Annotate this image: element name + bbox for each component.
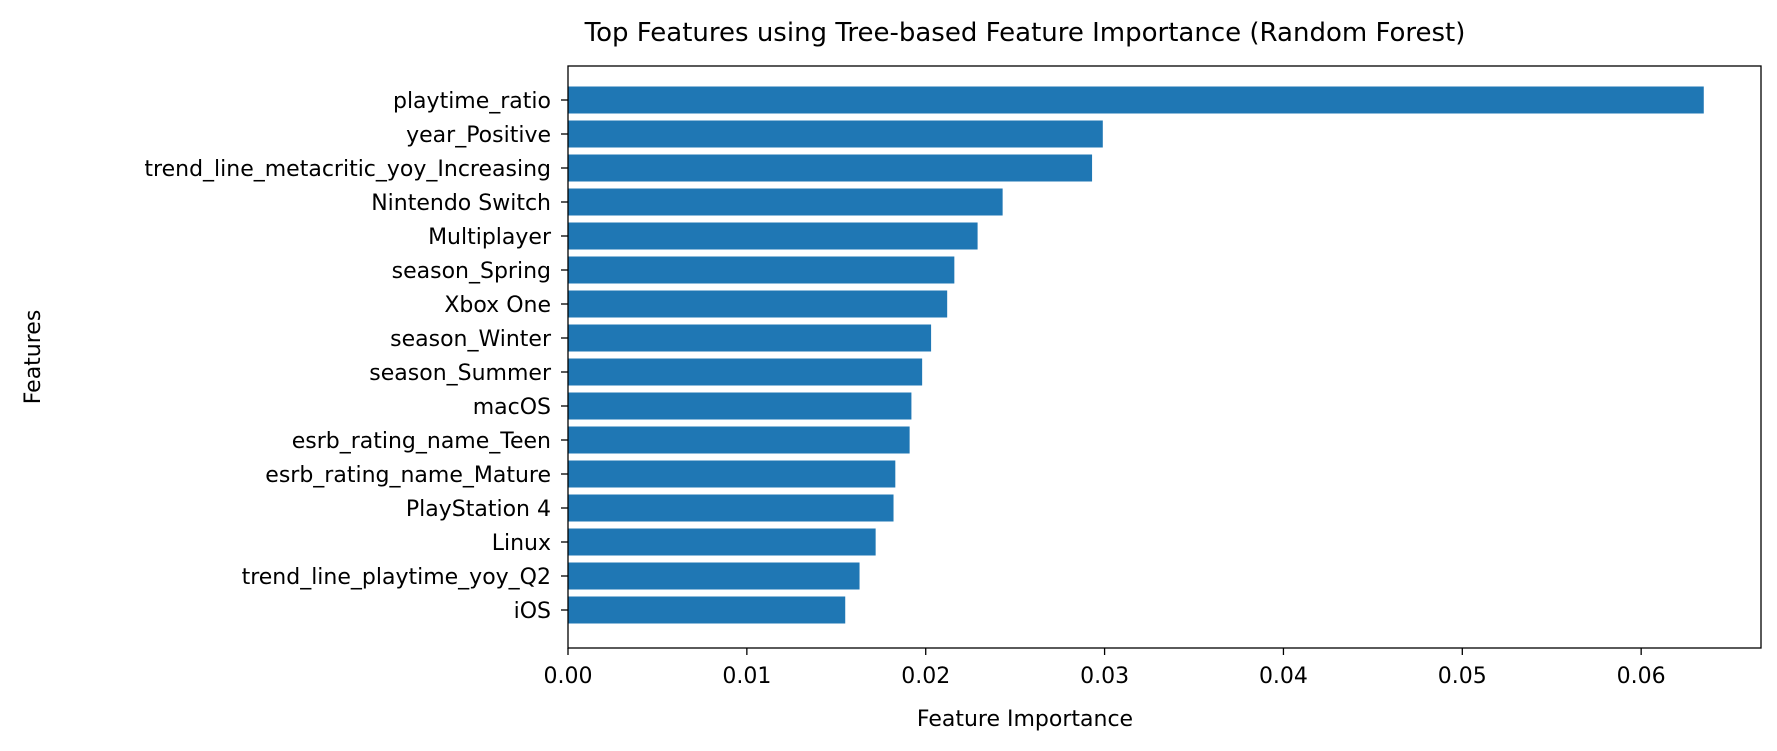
bar-4 — [568, 222, 978, 250]
y-tick-label-7: season_Winter — [390, 327, 552, 352]
chart-title: Top Features using Tree-based Feature Im… — [584, 18, 1466, 48]
bar-8 — [568, 358, 923, 386]
x-tick-label-0: 0.00 — [544, 664, 593, 689]
y-tick-label-9: macOS — [473, 395, 551, 420]
y-tick-label-2: trend_line_metacritic_yoy_Increasing — [144, 157, 551, 182]
y-tick-label-14: trend_line_playtime_yoy_Q2 — [242, 565, 551, 590]
x-tick-label-3: 0.03 — [1080, 664, 1129, 689]
bar-2 — [568, 154, 1093, 182]
bar-7 — [568, 324, 932, 352]
plot-frame — [567, 65, 1762, 649]
x-tick-label-4: 0.04 — [1259, 664, 1308, 689]
x-tick-label-5: 0.05 — [1438, 664, 1487, 689]
x-tick-label-1: 0.01 — [722, 664, 771, 689]
bar-3 — [568, 188, 1003, 216]
bar-9 — [568, 392, 912, 420]
y-tick-labels: playtime_ratio year_Positive trend_line_me… — [144, 89, 568, 624]
bar-14 — [568, 562, 860, 590]
y-tick-label-1: year_Positive — [406, 123, 551, 148]
y-tick-label-0: playtime_ratio — [393, 89, 551, 114]
y-tick-label-13: Linux — [492, 531, 551, 556]
y-tick-label-3: Nintendo Switch — [371, 191, 551, 216]
bar-15 — [568, 596, 846, 624]
bar-11 — [568, 460, 896, 488]
bar-12 — [568, 494, 894, 522]
bar-13 — [568, 528, 876, 556]
bar-5 — [568, 256, 955, 284]
bar-10 — [568, 426, 910, 454]
bar-6 — [568, 290, 948, 318]
x-ticks: 0.00 0.01 0.02 0.03 0.04 0.05 0.06 — [544, 648, 1666, 689]
y-tick-label-4: Multiplayer — [428, 225, 552, 250]
y-tick-label-12: PlayStation 4 — [406, 497, 551, 522]
y-axis-label: Features — [21, 310, 46, 405]
x-axis-label: Feature Importance — [917, 707, 1133, 732]
y-tick-label-8: season_Summer — [369, 361, 552, 386]
bar-1 — [568, 120, 1103, 148]
y-tick-label-6: Xbox One — [444, 293, 551, 318]
x-tick-label-2: 0.02 — [901, 664, 950, 689]
bar-0 — [568, 86, 1704, 114]
y-tick-label-11: esrb_rating_name_Mature — [265, 463, 551, 488]
y-tick-label-15: iOS — [514, 599, 551, 624]
y-tick-label-5: season_Spring — [392, 259, 551, 284]
x-tick-label-6: 0.06 — [1617, 664, 1666, 689]
bars-group — [568, 86, 1704, 624]
y-tick-label-10: esrb_rating_name_Teen — [292, 429, 551, 454]
